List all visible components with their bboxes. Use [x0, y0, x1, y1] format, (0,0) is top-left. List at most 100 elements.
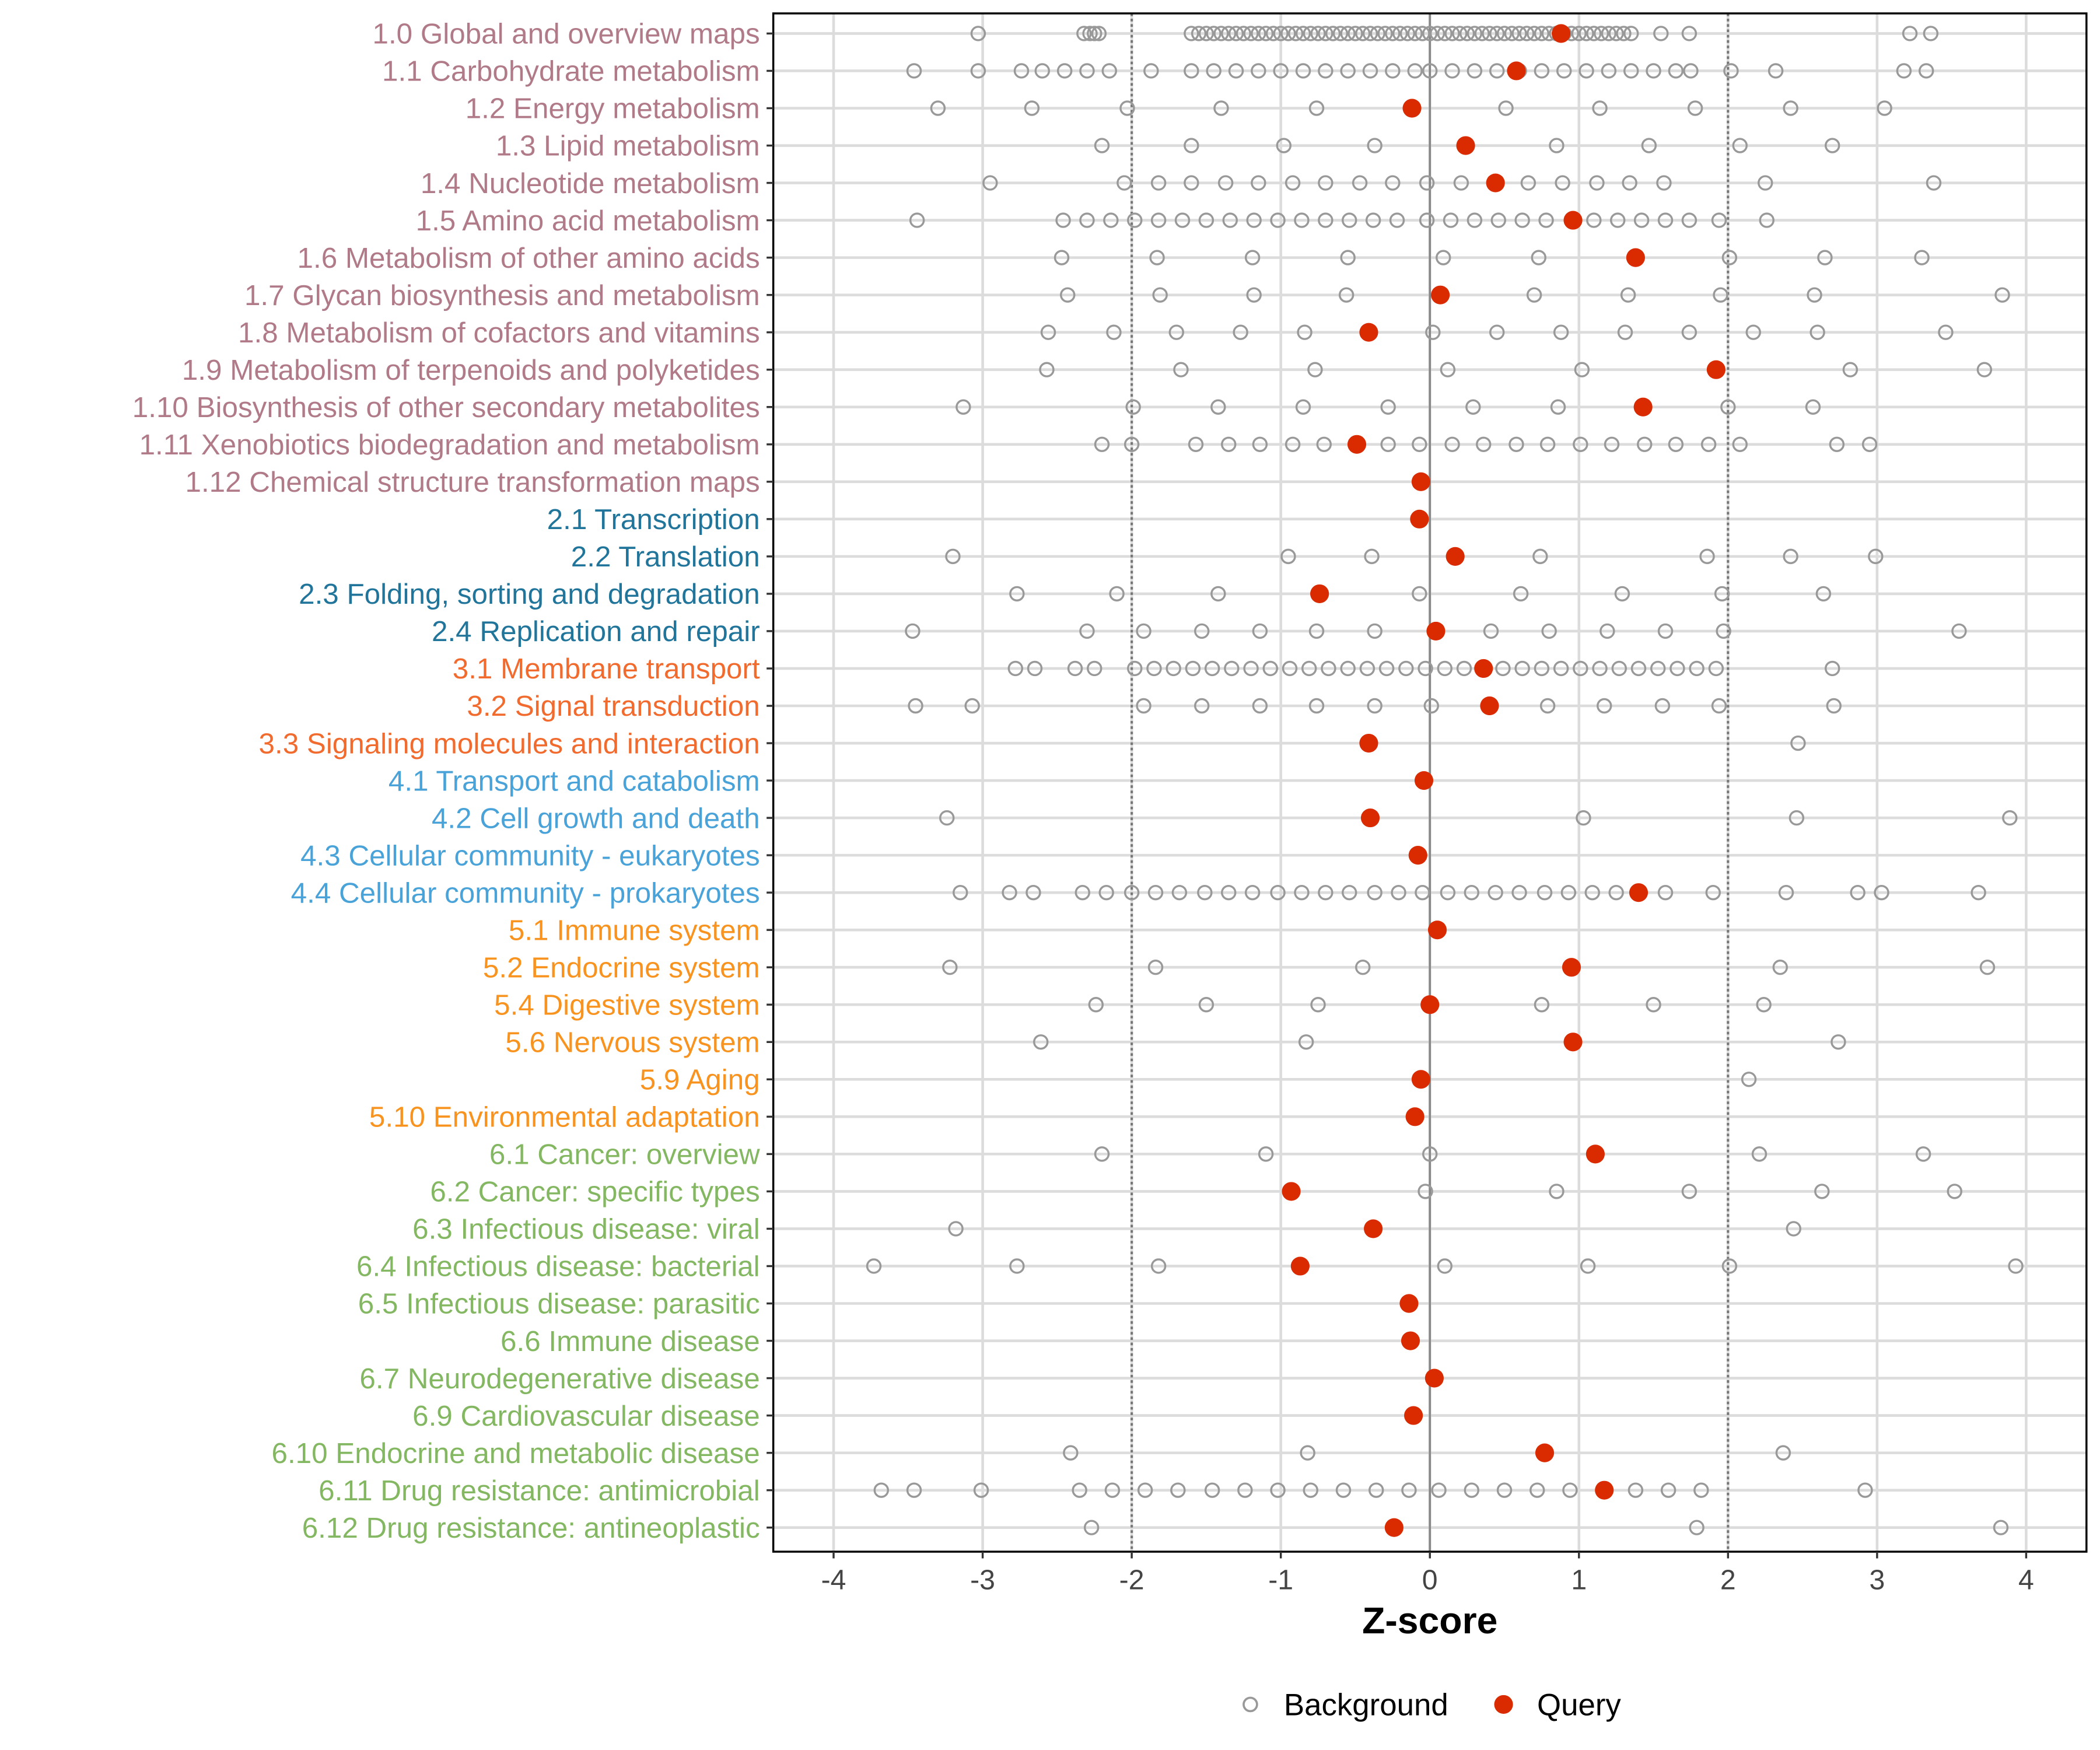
- background-point: [1444, 26, 1460, 41]
- background-point: [1251, 175, 1266, 191]
- background-point: [1553, 660, 1569, 677]
- background-point: [1630, 660, 1647, 677]
- category-label: 5.2 Endocrine system: [483, 951, 760, 984]
- background-point: [1367, 623, 1382, 639]
- background-point: [1474, 26, 1490, 41]
- background-point: [1198, 212, 1214, 228]
- background-point: [1076, 26, 1092, 41]
- background-point: [1094, 138, 1110, 153]
- background-point: [1519, 26, 1535, 41]
- background-point: [1508, 436, 1524, 452]
- background-point: [1637, 436, 1653, 452]
- background-point: [1273, 26, 1289, 41]
- background-point: [1700, 436, 1717, 452]
- background-point: [1295, 63, 1311, 79]
- background-point: [1511, 884, 1527, 901]
- query-point: [1706, 360, 1726, 379]
- background-point: [1310, 997, 1326, 1013]
- background-point: [1197, 884, 1213, 901]
- background-point: [1171, 884, 1188, 901]
- background-point: [1284, 175, 1301, 191]
- background-point: [1034, 63, 1050, 79]
- background-point: [1246, 287, 1262, 303]
- background-point: [1476, 436, 1492, 452]
- background-point: [1513, 586, 1529, 602]
- background-point: [1166, 660, 1181, 677]
- background-point: [1308, 623, 1325, 639]
- background-point: [1592, 660, 1608, 677]
- background-point: [1464, 884, 1479, 901]
- background-point: [1222, 212, 1238, 228]
- background-point: [1641, 138, 1657, 153]
- query-point: [1420, 995, 1440, 1014]
- background-point: [1233, 324, 1248, 340]
- background-point: [1732, 436, 1748, 452]
- background-point: [1308, 100, 1325, 116]
- category-label: 1.1 Carbohydrate metabolism: [382, 55, 760, 88]
- background-point: [1807, 287, 1822, 303]
- background-point: [1951, 623, 1967, 639]
- background-point: [1705, 884, 1721, 901]
- background-point: [1321, 660, 1336, 677]
- background-point: [1683, 63, 1699, 79]
- background-point: [1553, 324, 1569, 340]
- x-tick-label: -2: [1119, 1564, 1144, 1595]
- background-point: [1714, 586, 1730, 602]
- background-point: [1136, 623, 1152, 639]
- background-point: [1656, 175, 1672, 191]
- query-point: [1414, 771, 1434, 790]
- x-axis-ticks: -4 -3 -2 -1 0 1 2 3 4: [821, 1552, 2034, 1595]
- x-axis-title: Z-score: [1362, 1600, 1497, 1642]
- background-point: [1079, 63, 1095, 79]
- background-point: [1437, 1258, 1452, 1274]
- background-point: [1228, 63, 1244, 79]
- points: [866, 24, 2024, 1537]
- background-point: [1101, 63, 1117, 79]
- background-point: [1549, 1184, 1564, 1199]
- background-point: [1098, 884, 1114, 901]
- background-point: [1079, 623, 1095, 639]
- category-label: 1.8 Metabolism of cofactors and vitamins: [238, 317, 760, 349]
- background-point: [1805, 399, 1821, 415]
- category-label: 4.3 Cellular community - eukaryotes: [300, 839, 760, 872]
- background-point: [1106, 324, 1122, 340]
- query-point: [1364, 1219, 1383, 1238]
- query-point: [1401, 1331, 1420, 1350]
- background-point: [1401, 1482, 1417, 1498]
- category-label: 3.1 Membrane transport: [453, 653, 760, 685]
- background-point: [1620, 287, 1636, 303]
- category-label: 3.2 Signal transduction: [467, 690, 760, 722]
- x-tick-label: -1: [1268, 1564, 1293, 1595]
- background-point: [1514, 212, 1530, 228]
- background-point: [1489, 324, 1505, 340]
- background-point: [1489, 26, 1505, 41]
- background-point: [1251, 26, 1266, 41]
- background-point: [1994, 287, 2010, 303]
- background-point: [1300, 1445, 1315, 1461]
- background-point: [1265, 26, 1282, 41]
- background-point: [1601, 26, 1617, 41]
- query-point: [1629, 883, 1648, 902]
- background-point: [1756, 997, 1772, 1013]
- background-point: [1657, 884, 1674, 901]
- background-point: [1976, 362, 1993, 377]
- category-label: 1.2 Energy metabolism: [466, 93, 760, 125]
- background-point: [1574, 362, 1590, 377]
- background-point: [1611, 660, 1627, 677]
- background-point: [1495, 660, 1511, 677]
- background-point: [1425, 324, 1441, 340]
- background-point: [1307, 362, 1323, 377]
- background-point: [1399, 26, 1416, 41]
- background-point: [1592, 100, 1608, 116]
- background-point: [1252, 623, 1268, 639]
- background-point: [1124, 436, 1140, 452]
- background-point: [1783, 100, 1798, 116]
- background-point: [1452, 26, 1468, 41]
- category-label: 5.1 Immune system: [509, 914, 760, 946]
- background-point: [1531, 250, 1546, 265]
- background-point: [1318, 884, 1334, 901]
- category-label: 2.4 Replication and repair: [432, 615, 760, 648]
- background-point: [1308, 698, 1325, 714]
- background-point: [1295, 399, 1311, 415]
